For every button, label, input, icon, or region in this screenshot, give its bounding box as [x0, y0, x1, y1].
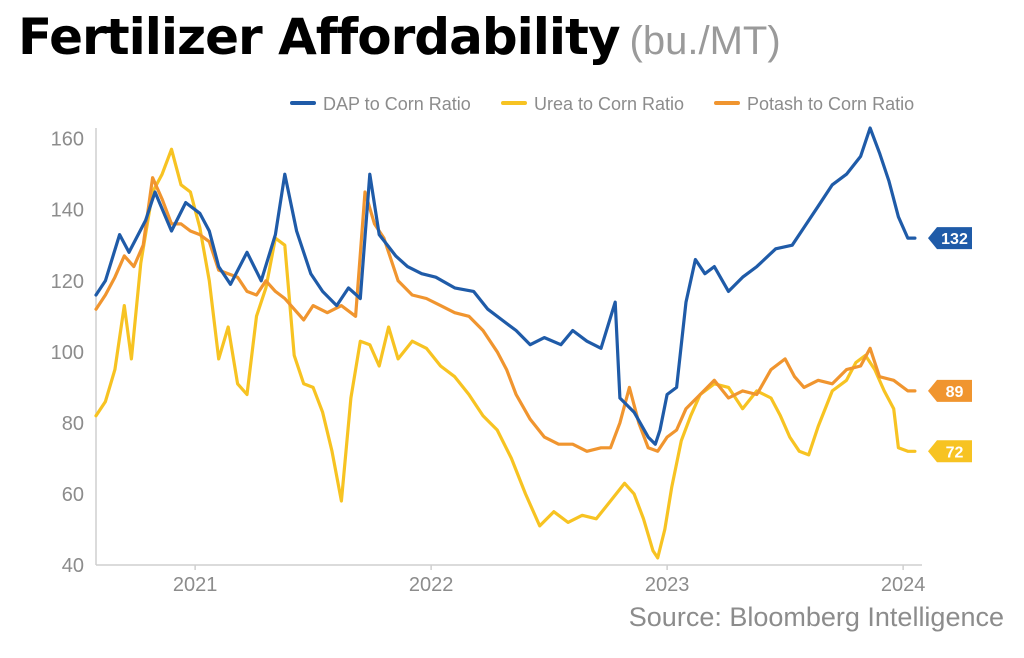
end-value-tag: 132: [928, 227, 972, 250]
x-tick-label: 2022: [409, 574, 454, 596]
x-tick-label: 2021: [173, 574, 218, 596]
series-line-dap-to-corn-ratio: [94, 126, 917, 446]
end-value-tag-shape: [928, 227, 972, 250]
y-tick-label: 160: [51, 129, 84, 151]
chart-title-unit: (bu./MT): [629, 19, 781, 63]
source-note: Source: Bloomberg Intelligence: [628, 602, 1004, 632]
legend-item: Urea to Corn Ratio: [501, 94, 684, 114]
chart-axes: 40 60 80 100 120 140 160 2021 2022 2023 2024: [51, 128, 926, 596]
y-tick-label: 100: [51, 342, 84, 364]
y-tick-label: 120: [51, 271, 84, 293]
chart-series: [94, 126, 917, 560]
end-labels: 132 72 89: [928, 227, 972, 463]
end-value-label: 72: [946, 444, 964, 461]
y-tick-label: 60: [62, 484, 84, 506]
end-value-tag-shape: [928, 379, 972, 402]
end-value-tag: 72: [928, 440, 972, 463]
chart-title-main: Fertilizer Affordability: [18, 8, 621, 66]
legend-label: Potash to Corn Ratio: [747, 94, 914, 114]
y-tick-label: 80: [62, 413, 84, 435]
chart-title: Fertilizer Affordability (bu./MT): [18, 8, 781, 66]
y-tick-label: 140: [51, 200, 84, 222]
end-value-label: 132: [941, 231, 968, 248]
series-line-potash-to-corn-ratio: [94, 176, 917, 453]
legend-label: DAP to Corn Ratio: [323, 94, 471, 114]
end-value-label: 89: [946, 384, 964, 401]
x-tick-label: 2024: [881, 574, 926, 596]
end-value-tag: 89: [928, 379, 972, 402]
legend-label: Urea to Corn Ratio: [534, 94, 684, 114]
chart-legend: DAP to Corn Ratio Urea to Corn Ratio Potas…: [290, 94, 914, 114]
end-value-tag-shape: [928, 440, 972, 463]
x-tick-label: 2023: [645, 574, 690, 596]
y-tick-label: 40: [62, 555, 84, 577]
legend-item: DAP to Corn Ratio: [290, 94, 471, 114]
legend-item: Potash to Corn Ratio: [714, 94, 914, 114]
series-line-urea-to-corn-ratio: [94, 147, 917, 560]
